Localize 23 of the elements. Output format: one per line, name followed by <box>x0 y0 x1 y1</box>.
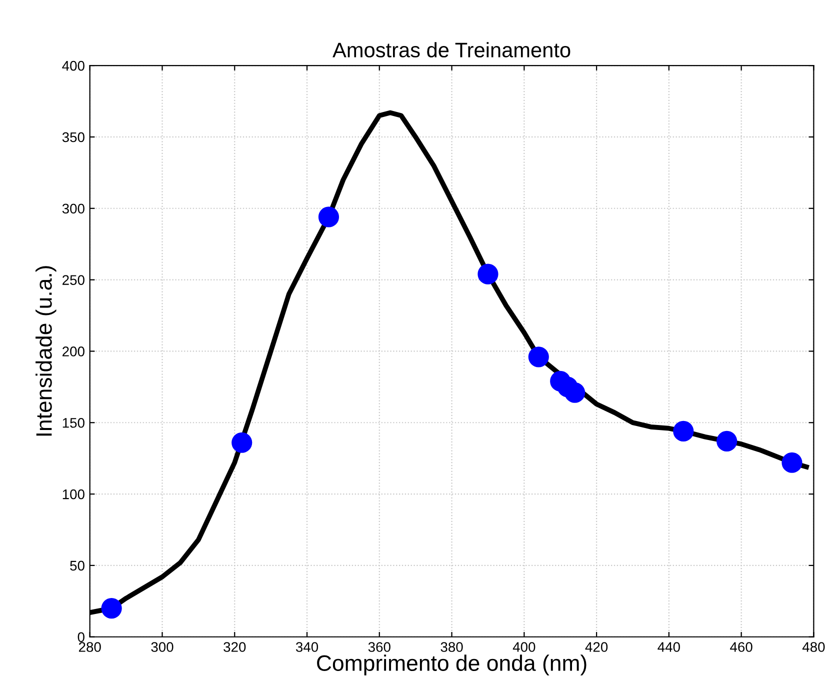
x-tick-label: 320 <box>224 642 246 652</box>
x-tick-label: 460 <box>730 642 752 652</box>
x-tick-label: 480 <box>802 642 825 652</box>
x-tick-label: 380 <box>440 642 463 652</box>
y-tick-label: 300 <box>62 204 84 214</box>
y-tick-label: 150 <box>62 418 84 428</box>
y-tick-label: 350 <box>62 132 84 142</box>
x-tick-label: 440 <box>658 642 680 652</box>
y-tick-label: 200 <box>62 346 84 356</box>
x-tick-label: 280 <box>78 642 101 652</box>
x-tick-label: 400 <box>512 642 536 652</box>
y-tick-label: 250 <box>62 275 84 285</box>
y-tick-label: 50 <box>70 560 84 571</box>
x-tick-label: 340 <box>296 642 318 652</box>
y-tick-label: 0 <box>78 632 84 642</box>
x-axis-title: Comprimento de onda (nm) <box>317 654 586 676</box>
x-tick-label: 360 <box>368 642 390 652</box>
x-tick-label: 420 <box>585 642 608 652</box>
y-tick-label: 100 <box>62 489 84 500</box>
chart-title: Amostras de Treinamento <box>332 42 570 58</box>
y-tick-label: 400 <box>62 60 84 71</box>
x-tick-label: 300 <box>151 642 174 652</box>
y-axis-title: Intensidade (u.a.) <box>36 266 56 436</box>
